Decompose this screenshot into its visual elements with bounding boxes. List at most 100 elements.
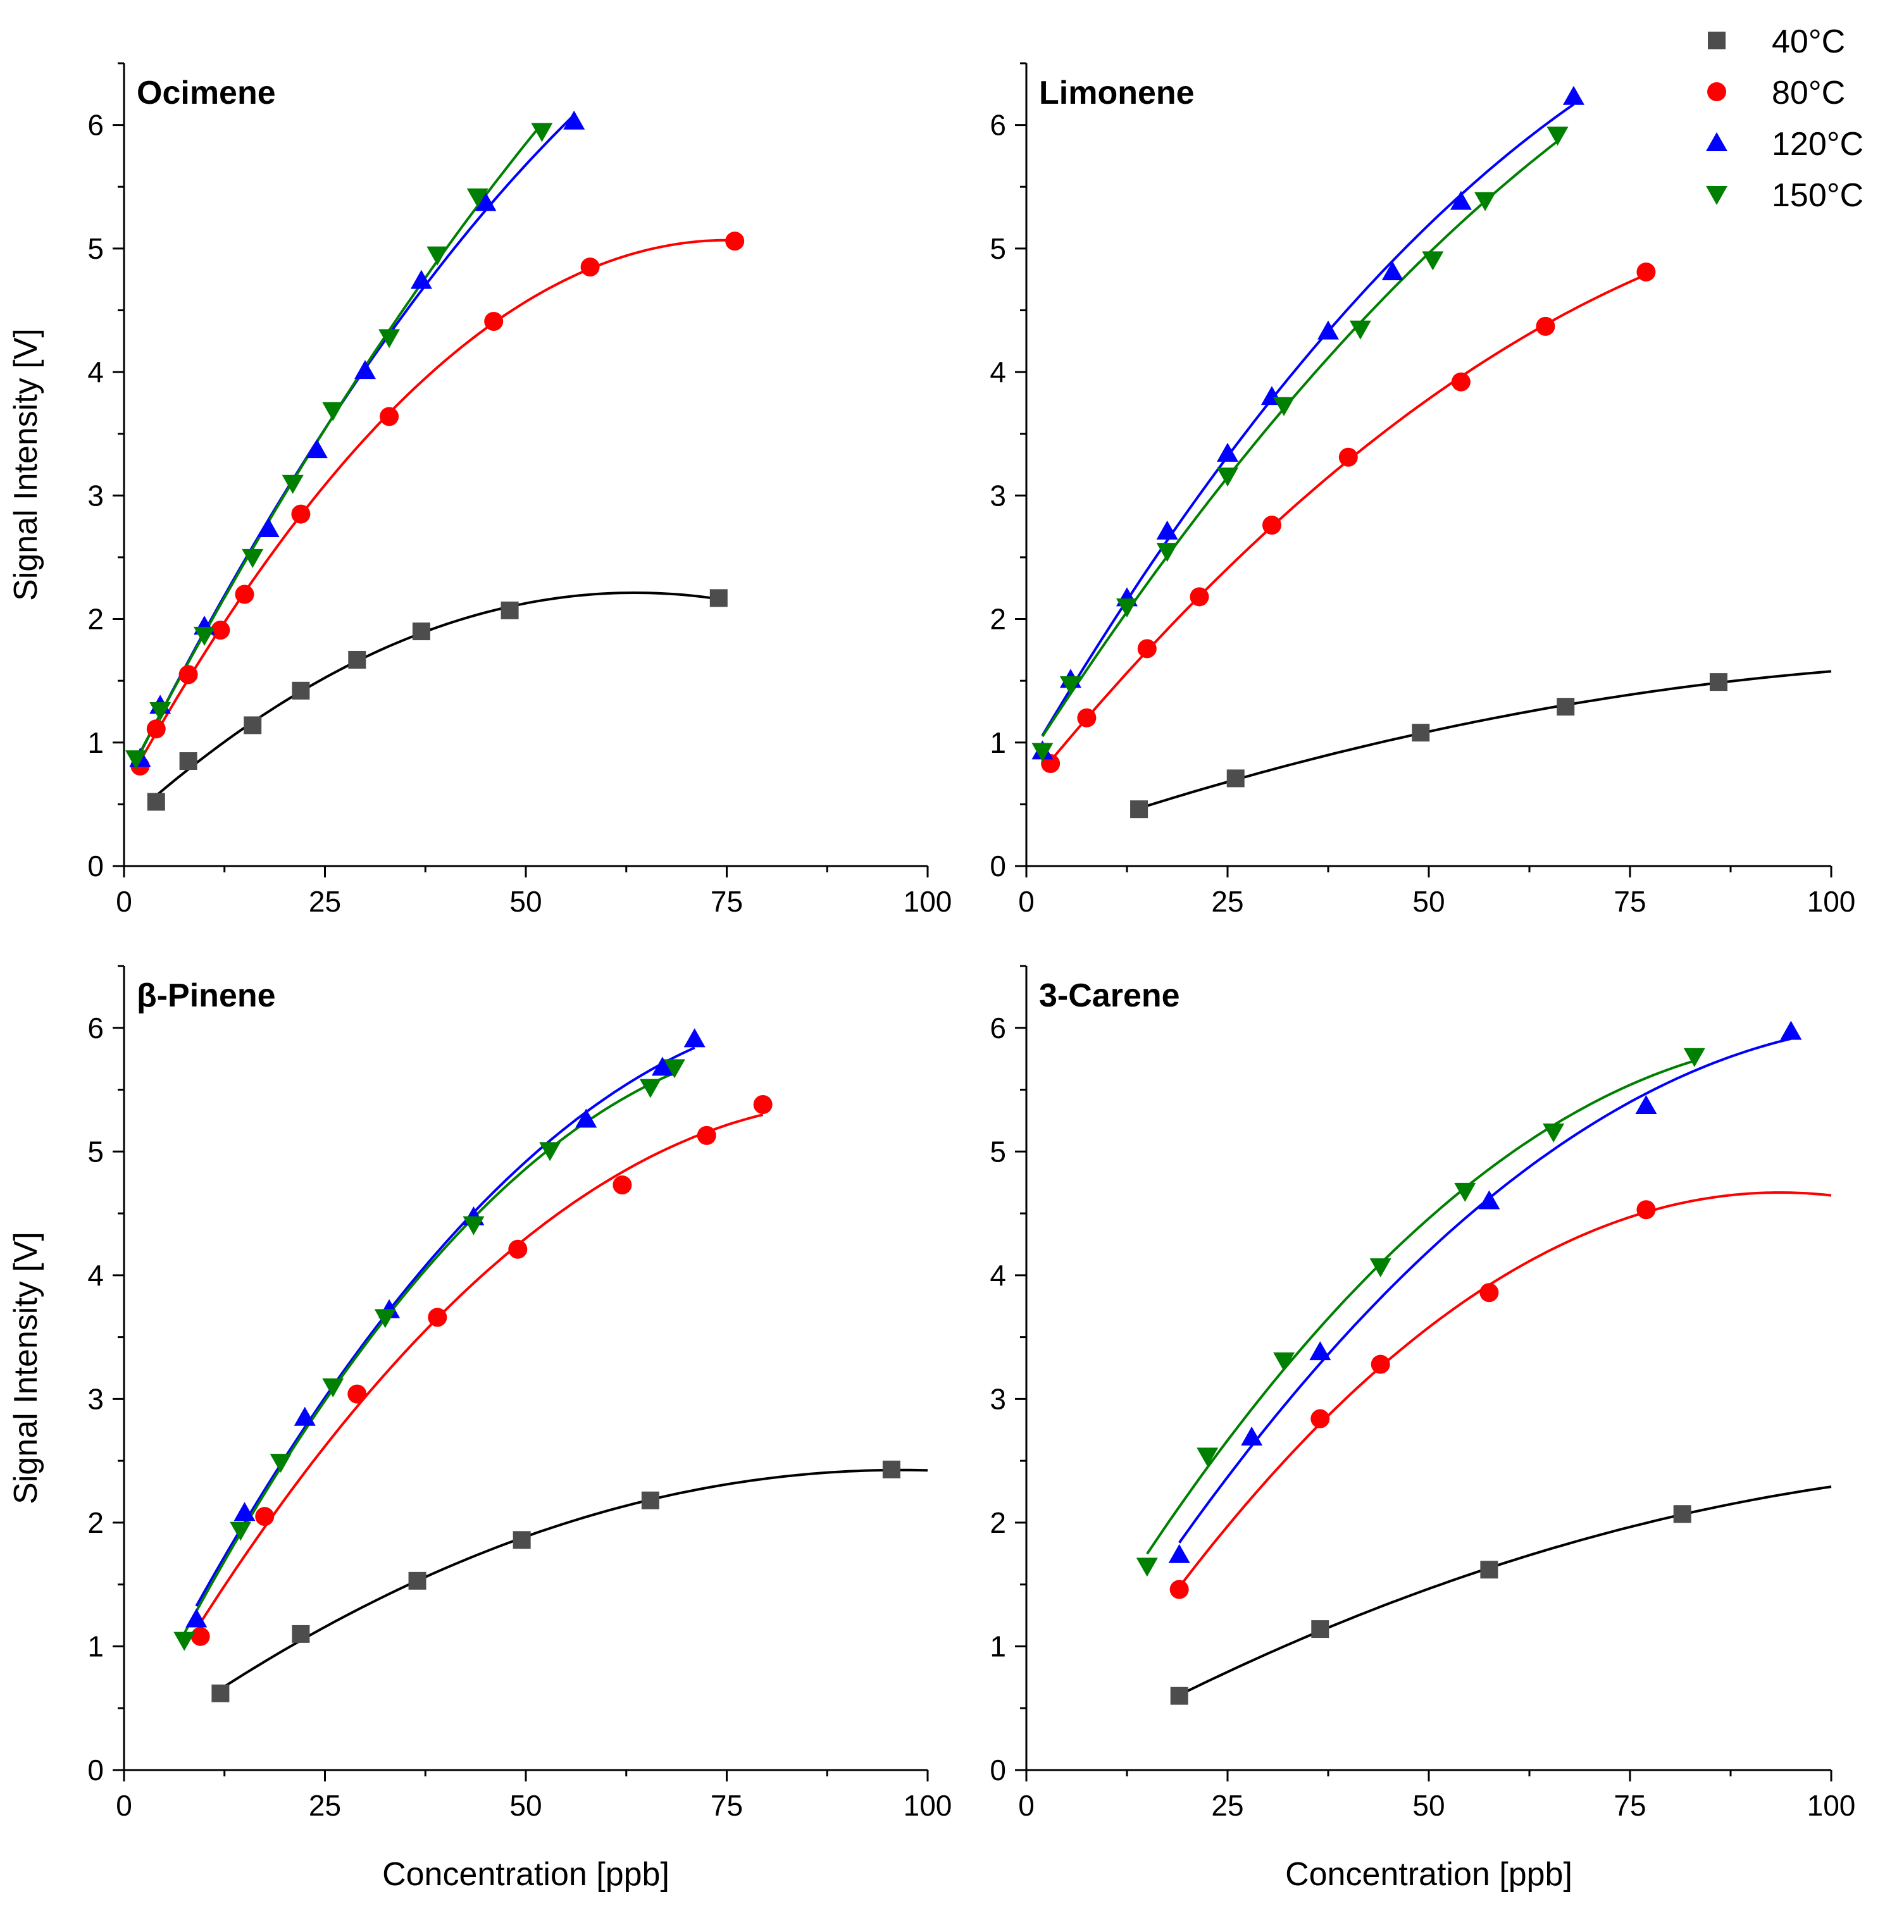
- data-point-40-c: [501, 601, 519, 619]
- y-tick-label: 5: [990, 232, 1006, 265]
- data-point-80-c: [428, 1308, 447, 1327]
- data-point-80-c: [190, 1626, 210, 1646]
- data-point-150-c: [1217, 468, 1238, 487]
- x-tick-label: 25: [1211, 885, 1243, 918]
- data-point-150-c: [1059, 676, 1081, 696]
- x-tick-label: 75: [711, 885, 743, 918]
- x-tick-label: 75: [1614, 885, 1646, 918]
- data-point-120-c: [1217, 442, 1238, 462]
- y-tick-label: 3: [990, 479, 1006, 512]
- data-point-80-c: [1137, 639, 1157, 659]
- data-point-150-c: [1454, 1182, 1476, 1202]
- fit-curve-150-c: [1041, 140, 1559, 738]
- data-point-80-c: [1451, 372, 1471, 392]
- y-tick-label: 0: [990, 850, 1006, 882]
- data-point-40-c: [1130, 800, 1148, 819]
- fit-curve-80-c: [139, 238, 735, 762]
- x-tick-label: 75: [1614, 1789, 1646, 1822]
- data-point-150-c: [1136, 1557, 1158, 1577]
- y-tick-label: 1: [990, 1630, 1006, 1663]
- data-point-150-c: [1683, 1048, 1705, 1067]
- legend-marker: [1706, 186, 1727, 205]
- data-point-120-c: [1168, 1544, 1190, 1563]
- data-point-80-c: [291, 504, 311, 524]
- fit-curve-120-c: [1041, 103, 1575, 736]
- data-point-150-c: [1543, 1124, 1565, 1143]
- data-point-150-c: [463, 1216, 485, 1235]
- data-point-120-c: [233, 1502, 256, 1521]
- data-point-120-c: [1241, 1427, 1263, 1446]
- panel-title: Limonene: [1039, 75, 1195, 111]
- data-point-40-c: [408, 1571, 426, 1590]
- x-tick-label: 25: [309, 1789, 341, 1822]
- x-tick-label: 0: [1018, 885, 1035, 918]
- data-point-150-c: [374, 1309, 396, 1328]
- x-tick-label: 0: [116, 885, 132, 918]
- y-tick-label: 3: [87, 479, 104, 512]
- data-point-80-c: [1169, 1580, 1189, 1599]
- y-tick-label: 3: [990, 1382, 1006, 1415]
- y-tick-label: 6: [87, 109, 104, 142]
- data-point-80-c: [753, 1095, 773, 1115]
- x-tick-label: 100: [904, 885, 952, 918]
- data-point-40-c: [1311, 1620, 1329, 1638]
- data-point-80-c: [484, 312, 504, 331]
- x-tick-label: 75: [711, 1789, 743, 1822]
- data-point-80-c: [1262, 516, 1281, 535]
- data-point-120-c: [1156, 520, 1178, 540]
- panel-3-carene: 0 25 50 75 100 0 1 2 3 4 5 6 3-Carene Concentration […: [990, 965, 1856, 1893]
- legend-item-80-c: 80°C: [1707, 75, 1845, 111]
- legend-label: 150°C: [1772, 177, 1864, 214]
- legend-item-120-c: 120°C: [1706, 126, 1864, 163]
- fit-curve-80-c: [1178, 1191, 1832, 1588]
- x-tick-label: 100: [1807, 1789, 1856, 1822]
- x-tick-label: 100: [904, 1789, 952, 1822]
- data-point-120-c: [410, 269, 432, 289]
- data-point-120-c: [575, 1108, 597, 1128]
- data-point-120-c: [1635, 1094, 1657, 1114]
- data-point-40-c: [1412, 724, 1430, 742]
- data-point-120-c: [651, 1056, 673, 1076]
- data-point-120-c: [563, 110, 585, 130]
- x-axis-title: Concentration [ppb]: [1285, 1856, 1572, 1893]
- data-point-80-c: [255, 1507, 275, 1526]
- data-point-40-c: [179, 752, 197, 771]
- data-point-150-c: [466, 188, 488, 207]
- y-tick-label: 4: [87, 356, 104, 388]
- data-point-150-c: [322, 1378, 344, 1397]
- y-axis-title: Signal Intensity [V]: [8, 328, 44, 601]
- y-tick-label: 6: [990, 1012, 1006, 1044]
- data-point-120-c: [475, 192, 497, 211]
- data-point-150-c: [378, 329, 401, 349]
- y-tick-label: 1: [990, 726, 1006, 759]
- data-point-150-c: [639, 1079, 661, 1098]
- data-point-80-c: [508, 1239, 528, 1259]
- data-point-150-c: [194, 626, 215, 646]
- data-point-150-c: [322, 402, 344, 421]
- x-tick-label: 50: [1412, 1789, 1445, 1822]
- y-axis-title: Signal Intensity [V]: [8, 1232, 44, 1504]
- panel-title: Ocimene: [137, 75, 276, 111]
- data-point-40-c: [292, 1625, 310, 1643]
- data-point-120-c: [1780, 1020, 1802, 1040]
- data-point-120-c: [258, 518, 280, 538]
- data-point-80-c: [1190, 587, 1209, 607]
- data-point-80-c: [1310, 1409, 1330, 1428]
- data-point-120-c: [1478, 1190, 1500, 1210]
- panel-pinene: 0 25 50 75 100 0 1 2 3 4 5 6 β-Pinene Signal Intensit…: [8, 965, 952, 1893]
- data-point-150-c: [1349, 320, 1371, 340]
- data-point-150-c: [149, 702, 171, 722]
- data-point-80-c: [697, 1125, 716, 1145]
- legend-marker: [1708, 32, 1726, 49]
- y-tick-label: 2: [990, 1506, 1006, 1539]
- data-point-120-c: [1450, 190, 1472, 210]
- panel-ocimene: 0 25 50 75 100 0 1 2 3 4 5 6 Ocimene Signal Intensity…: [8, 62, 952, 918]
- data-point-80-c: [146, 719, 166, 739]
- fit-curve-150-c: [183, 1072, 675, 1634]
- data-point-40-c: [412, 622, 430, 641]
- data-point-120-c: [1381, 261, 1403, 280]
- data-point-80-c: [1338, 447, 1358, 467]
- data-point-40-c: [1170, 1687, 1188, 1705]
- data-point-150-c: [1422, 251, 1444, 271]
